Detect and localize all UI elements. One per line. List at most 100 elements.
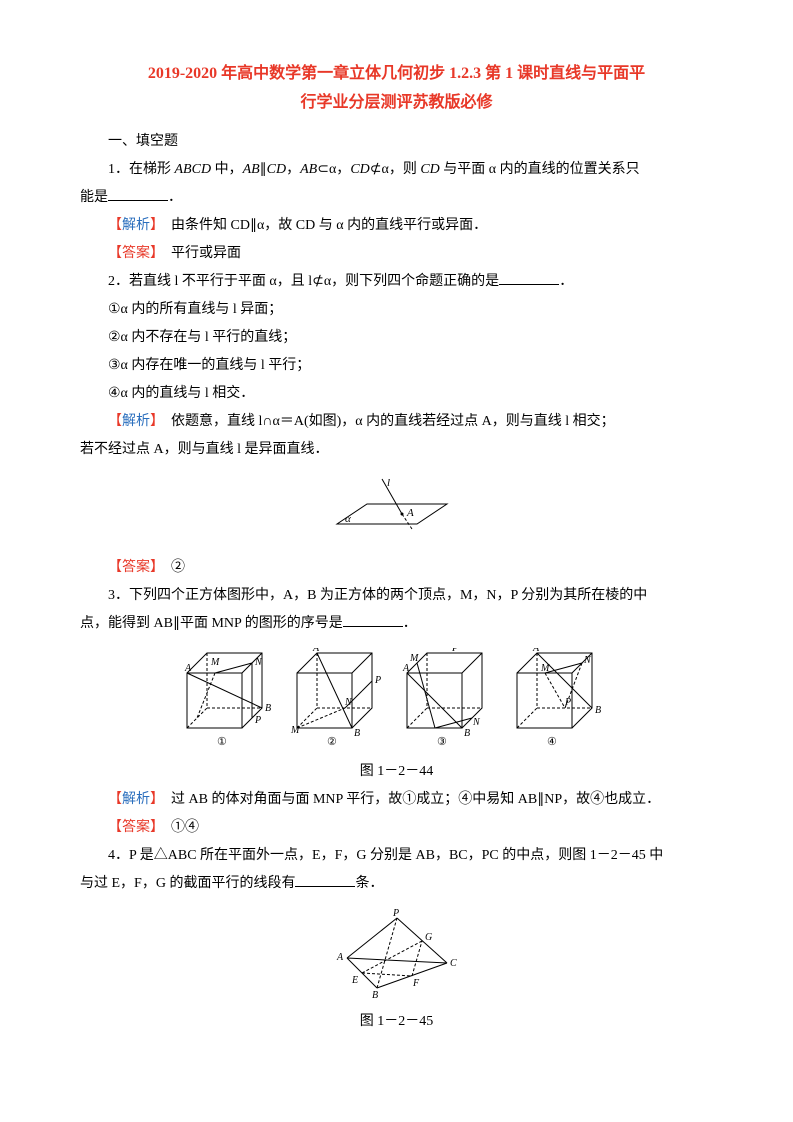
q1-cd3: CD [420,162,439,177]
bracket-open: 【 [108,820,122,835]
lbl-B1: B [265,703,271,714]
q1-answer-text: 平行或异面 [157,246,241,261]
cube-1: A M N P B ① [184,653,271,748]
q4-line1: 4．P 是△ABC 所在平面外一点，E，F，G 分别是 AB，BC，PC 的中点… [80,842,713,870]
q1-only: 能是 [80,190,108,205]
q3-cubes-svg: A M N P B ① A M N P B ② [177,648,617,748]
bracket-close: 】 [150,792,157,807]
cube-2: A M N P B ② [290,648,381,748]
q3-figure: A M N P B ① A M N P B ② [80,648,713,748]
line-l-upper [382,479,402,514]
lbl-N2: N [344,697,353,708]
q3-body2: 点，能得到 AB∥平面 MNP 的图形的序号是 [80,616,343,631]
q2-opt1: ①α 内的所有直线与 l 异面； [80,296,713,324]
q3-analysis: 【解析】 过 AB 的体对角面与面 MNP 平行，故①成立；④中易知 AB∥NP… [80,786,713,814]
lbl-M2: M [290,725,300,736]
q4-diagram-svg: P A B C E F G [327,908,467,998]
q2-answer: 【答案】 ② [80,554,713,582]
q3-dot: ． [403,616,417,631]
q1-prefix: 1．在梯形 [108,162,175,177]
lbl-A3: A [402,663,410,674]
bracket-open: 【 [108,560,122,575]
q2-answer-text: ② [157,560,185,575]
analysis-label-text: 解析 [122,218,150,233]
bracket-open: 【 [108,246,122,261]
edge-EF [362,973,412,976]
q4-figure: P A B C E F G [80,908,713,998]
answer-label-text: 答案 [122,246,150,261]
q3-caption: 图 1－2－44 [80,758,713,786]
lbl-B3: B [464,728,470,739]
lbl-M1: M [210,657,220,668]
q2-text: 2．若直线 l 不平行于平面 α，且 l⊄α，则下列四个命题正确的是． [80,268,713,296]
bracket-close: 】 [150,820,157,835]
bracket-open: 【 [108,792,122,807]
lbl-M4: M [540,663,550,674]
lbl-B: B [372,990,378,998]
q4-caption: 图 1－2－45 [80,1008,713,1036]
bracket-close: 】 [150,246,157,261]
lbl-N1: N [254,657,263,668]
answer-label-text: 答案 [122,820,150,835]
q3-analysis-text: 过 AB 的体对角面与面 MNP 平行，故①成立；④中易知 AB∥NP，故④也成… [157,792,660,807]
q1-cd: CD [267,162,286,177]
edge-FG [412,941,422,976]
q1-line2: 能是 ． [80,184,713,212]
circled-1: ① [217,736,227,748]
lbl-B4: B [595,705,601,716]
q2-analysis-text1: 依题意，直线 l∩α＝A(如图)，α 内的直线若经过点 A，则与直线 l 相交； [157,414,615,429]
q1-t3: ， [286,162,300,177]
q1-t6: 与平面 α 内的直线的位置关系只 [440,162,640,177]
bracket-close: 】 [150,560,157,575]
lbl-M3: M [409,653,419,664]
q1-ab: AB [243,162,260,177]
label-l: l [387,477,390,489]
q2-dot: ． [559,274,573,289]
q3-line1: 3．下列四个正方体图形中，A，B 为正方体的两个顶点，M，N，P 分别为其所在棱… [80,582,713,610]
cube-3: A P M N B ③ [402,648,482,748]
analysis-label-text: 解析 [122,414,150,429]
q3-answer-text: ①④ [157,820,199,835]
lbl-A: A [336,952,344,963]
q4-line2: 与过 E，F，G 的截面平行的线段有条． [80,870,713,898]
lbl-P: P [392,908,399,919]
edge-AP [347,918,397,958]
plane-alpha [337,504,447,524]
q1-analysis-text: 由条件知 CD∥α，故 CD 与 α 内的直线平行或异面． [157,218,487,233]
q2-opt3: ③α 内存在唯一的直线与 l 平行； [80,352,713,380]
edge-AC [347,958,447,963]
lbl-N3: N [472,717,481,728]
q3-blank [343,612,403,627]
q2-analysis-line2: 若不经过点 A，则与直线 l 是异面直线． [80,436,713,464]
q1-analysis: 【【解析】解析】 由条件知 CD∥α，故 CD 与 α 内的直线平行或异面． [80,212,713,240]
q1-abcd: ABCD [175,162,212,177]
q1-ab2: AB [300,162,317,177]
title-line-2: 行学业分层测评苏教版必修 [80,89,713,118]
q3-answer: 【答案】 ①④ [80,814,713,842]
q2-figure: l A α [80,474,713,544]
cube-4: A M N P B ④ [517,648,601,748]
circled-2: ② [327,736,337,748]
q1-t2: ∥ [260,162,267,177]
q2-blank [499,270,559,285]
lbl-C: C [450,958,457,969]
q1-line1: 1．在梯形 ABCD 中，AB∥CD，AB⊂α，CD⊄α，则 CD 与平面 α … [80,156,713,184]
lbl-B2: B [354,728,360,739]
q2-diagram-svg: l A α [327,474,467,544]
q1-t4: ⊂α， [317,162,350,177]
edge-EG [362,941,422,973]
bracket-open: 【 [108,414,122,429]
q1-dot: ． [168,190,182,205]
lbl-E: E [351,975,358,986]
point-A [400,512,403,515]
circled-4: ④ [547,736,557,748]
label-alpha: α [345,513,351,525]
lbl-A2: A [312,648,320,654]
section-heading: 一、填空题 [80,128,713,156]
q2-opt4: ④α 内的直线与 l 相交． [80,380,713,408]
lbl-P1: P [254,715,261,726]
bracket-open: 【 [108,218,122,233]
q2-opt2: ②α 内不存在与 l 平行的直线； [80,324,713,352]
edge-BP [377,918,397,988]
lbl-P4: P [564,697,571,708]
